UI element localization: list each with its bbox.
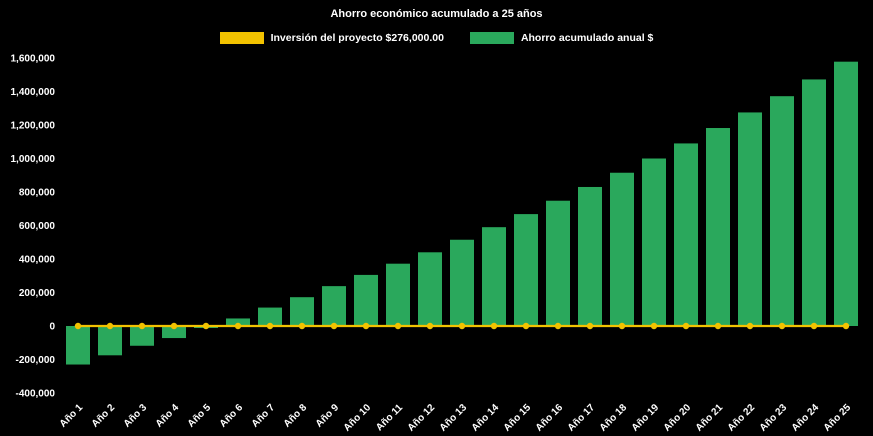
x-tick-label: Año 11 (374, 402, 405, 433)
x-tick-label: Año 3 (122, 402, 150, 430)
bar-año-2 (98, 326, 122, 356)
investment-line-marker (490, 322, 498, 330)
x-tick-label: Año 17 (566, 402, 598, 434)
investment-line-marker (362, 322, 370, 330)
x-tick-label: Año 6 (218, 402, 246, 430)
legend-item-savings: Ahorro acumulado anual $ (469, 32, 654, 44)
bar-año-15 (514, 214, 538, 326)
investment-line-marker (586, 322, 594, 330)
bar-año-10 (354, 274, 378, 326)
investment-line-marker (842, 322, 850, 330)
x-tick-label: Año 2 (90, 402, 118, 430)
x-tick-label: Año 10 (342, 402, 374, 434)
bar-año-4 (162, 326, 186, 339)
investment-line-marker (106, 322, 114, 330)
investment-line-marker (266, 322, 274, 330)
bar-año-1 (66, 326, 90, 365)
x-tick-label: Año 21 (694, 402, 726, 434)
investment-line-marker (554, 322, 562, 330)
investment-line-marker (778, 322, 786, 330)
x-tick-label: Año 4 (154, 402, 182, 430)
bar-año-6 (226, 318, 250, 326)
bar-año-21 (706, 128, 730, 326)
y-tick-label: 1,600,000 (11, 54, 56, 65)
chart-title: Ahorro económico acumulado a 25 años (330, 8, 543, 20)
y-tick-label: 1,200,000 (11, 121, 56, 132)
y-tick-label: 200,000 (19, 288, 56, 299)
x-tick-label: Año 18 (598, 402, 630, 434)
bar-año-7 (258, 307, 282, 326)
x-tick-label: Año 16 (534, 402, 566, 434)
investment-line-marker (618, 322, 626, 330)
bar-año-3 (130, 326, 154, 346)
bar-año-12 (418, 252, 442, 326)
investment-line-marker (330, 322, 338, 330)
chart-legend: Inversión del proyecto $276,000.00 Ahorr… (0, 32, 873, 44)
investment-line-marker (202, 322, 210, 330)
x-tick-label: Año 12 (406, 402, 438, 434)
bar-año-19 (642, 158, 666, 326)
x-tick-label: Año 1 (58, 402, 86, 430)
investment-line-marker (170, 322, 178, 330)
x-tick-label: Año 25 (822, 402, 854, 434)
bar-año-16 (546, 200, 570, 326)
x-tick-label: Año 22 (726, 402, 758, 434)
y-tick-label: 600,000 (19, 221, 56, 232)
investment-line-marker (298, 322, 306, 330)
bar-año-9 (322, 286, 346, 326)
investment-line-marker (74, 322, 82, 330)
x-tick-label: Año 23 (758, 402, 790, 434)
x-tick-label: Año 9 (314, 402, 342, 430)
investment-line-marker (522, 322, 530, 330)
bar-año-20 (674, 143, 698, 326)
x-tick-label: Año 14 (470, 402, 502, 434)
legend-label-investment: Inversión del proyecto $276,000.00 (270, 32, 444, 44)
investment-line-swatch (219, 32, 264, 44)
y-tick-label: -200,000 (16, 355, 56, 366)
investment-line-marker (138, 322, 146, 330)
investment-line-marker (650, 322, 658, 330)
bar-año-13 (450, 239, 474, 326)
x-tick-label: Año 13 (438, 402, 470, 434)
y-tick-label: 400,000 (19, 255, 56, 266)
investment-line-marker (714, 322, 722, 330)
x-tick-label: Año 24 (790, 402, 822, 434)
x-tick-label: Año 8 (282, 402, 310, 430)
x-tick-label: Año 7 (250, 402, 278, 430)
savings-bar-swatch (469, 32, 514, 44)
bar-año-8 (290, 297, 314, 326)
bar-año-25 (834, 61, 858, 327)
bar-año-17 (578, 186, 602, 326)
y-tick-label: -400,000 (16, 389, 56, 400)
investment-line-marker (394, 322, 402, 330)
investment-line-marker (458, 322, 466, 330)
investment-line-marker (746, 322, 754, 330)
x-tick-label: Año 15 (502, 402, 534, 434)
bar-año-24 (802, 79, 826, 326)
legend-label-savings: Ahorro acumulado anual $ (520, 32, 654, 44)
bar-año-11 (386, 263, 410, 326)
y-tick-label: 1,000,000 (11, 154, 56, 165)
investment-line-marker (426, 322, 434, 330)
bar-año-23 (770, 96, 794, 326)
bar-año-14 (482, 227, 506, 326)
bar-año-18 (610, 172, 634, 326)
x-tick-label: Año 20 (662, 402, 694, 434)
y-tick-label: 0 (49, 322, 55, 333)
y-tick-label: 1,400,000 (11, 87, 56, 98)
investment-line-marker (682, 322, 690, 330)
investment-line-marker (234, 322, 242, 330)
legend-item-investment: Inversión del proyecto $276,000.00 (219, 32, 444, 44)
bar-año-22 (738, 112, 762, 326)
x-tick-label: Año 19 (630, 402, 662, 434)
y-tick-label: 800,000 (19, 188, 56, 199)
x-tick-label: Año 5 (186, 402, 214, 430)
investment-line-marker (810, 322, 818, 330)
